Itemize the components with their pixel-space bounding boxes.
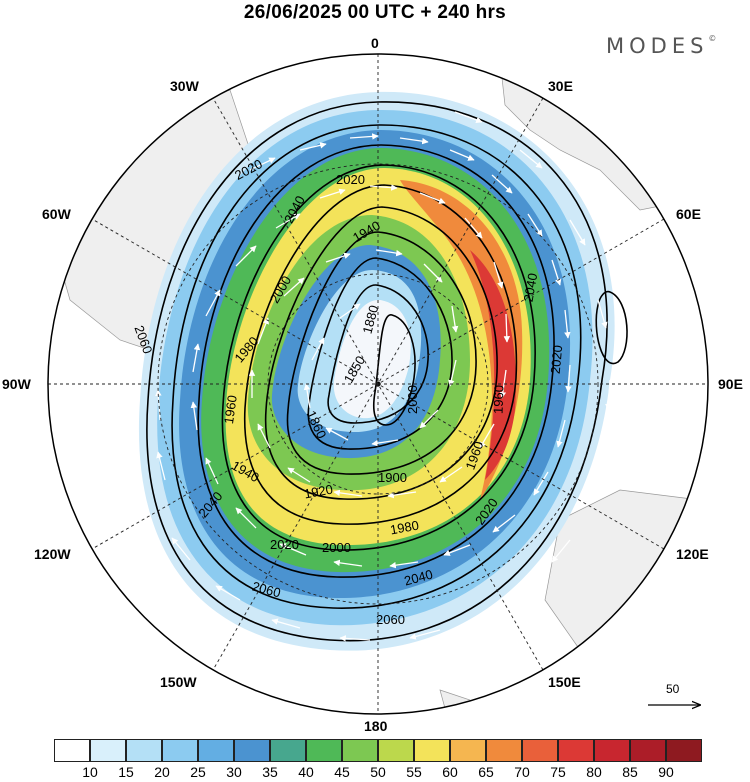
colorbar-tick-label: 55 — [406, 764, 422, 780]
lon-label-60e: 60E — [676, 206, 701, 222]
colorbar-tick-label: 75 — [550, 764, 566, 780]
colorbar-swatch — [126, 739, 162, 762]
map-title: 26/06/2025 00 UTC + 240 hrs — [243, 2, 507, 23]
colorbar-swatch — [90, 739, 126, 762]
colorbar-tick-label: 25 — [190, 764, 206, 780]
colorbar-swatch — [522, 739, 558, 762]
modes-logo: MODES© — [606, 34, 716, 58]
lon-label-30w: 30W — [170, 78, 199, 94]
colorbar-swatch — [486, 739, 522, 762]
colorbar-swatch — [666, 739, 702, 762]
colorbar-swatch — [198, 739, 234, 762]
colorbar-tick-label: 90 — [658, 764, 674, 780]
contour-label: 2000 — [322, 540, 351, 555]
colorbar-tick-label: 40 — [298, 764, 314, 780]
lon-label-60w: 60W — [42, 206, 71, 222]
lon-label-120w: 120W — [34, 546, 71, 562]
colorbar-tick-label: 85 — [622, 764, 638, 780]
reference-vector-label: 50 — [666, 682, 680, 696]
contour-label: 2020 — [547, 344, 566, 375]
colorbar-swatch — [54, 739, 90, 762]
contour-label: 2000 — [404, 385, 420, 414]
brand-text: MODES — [606, 34, 709, 58]
colorbar-swatch — [162, 739, 198, 762]
map-boundary — [47, 53, 709, 715]
colorbar-tick-label: 15 — [118, 764, 134, 780]
lon-label-180: 180 — [364, 718, 388, 734]
colorbar-tick-label: 35 — [262, 764, 278, 780]
colorbar-swatch — [270, 739, 306, 762]
australia-landmass — [544, 489, 708, 661]
colorbar-swatch — [306, 739, 342, 762]
wind-band-75 — [470, 250, 516, 480]
lon-label-30e: 30E — [548, 78, 573, 94]
colorbar-tick-label: 60 — [442, 764, 458, 780]
colorbar-tick-label: 10 — [82, 764, 98, 780]
colorbar-tick-label: 80 — [586, 764, 602, 780]
colorbar-swatch — [558, 739, 594, 762]
graticule — [48, 54, 708, 714]
colorbar-swatch — [378, 739, 414, 762]
colorbar-swatch — [450, 739, 486, 762]
contour-label: 2060 — [376, 612, 405, 627]
copyright-mark: © — [708, 34, 717, 43]
contour-label: 2020 — [270, 537, 299, 552]
colorbar-tick-label: 45 — [334, 764, 350, 780]
wind-band-65 — [400, 180, 523, 500]
colorbar-swatch — [594, 739, 630, 762]
lon-label-150w: 150W — [160, 674, 197, 690]
colorbar-tick-label: 70 — [514, 764, 530, 780]
wind-core-calm — [333, 299, 411, 419]
colorbar-tick-label: 20 — [154, 764, 170, 780]
colorbar-swatch — [342, 739, 378, 762]
lon-label-0: 0 — [371, 35, 379, 51]
lon-label-90e: 90E — [718, 376, 743, 392]
colorbar-tick-label: 30 — [226, 764, 242, 780]
lon-label-120e: 120E — [676, 546, 709, 562]
colorbar-tick-label: 50 — [370, 764, 386, 780]
contour-label: 1960 — [490, 384, 507, 415]
contour-label: 1900 — [378, 470, 407, 485]
contour-label: 2020 — [336, 172, 365, 187]
wind-vectors — [155, 111, 612, 642]
lon-label-90w: 90W — [2, 376, 31, 392]
colorbar-tick-label: 65 — [478, 764, 494, 780]
colorbar-swatch — [234, 739, 270, 762]
colorbar-swatch — [630, 739, 666, 762]
lon-label-150e: 150E — [548, 674, 581, 690]
colorbar-swatch — [414, 739, 450, 762]
